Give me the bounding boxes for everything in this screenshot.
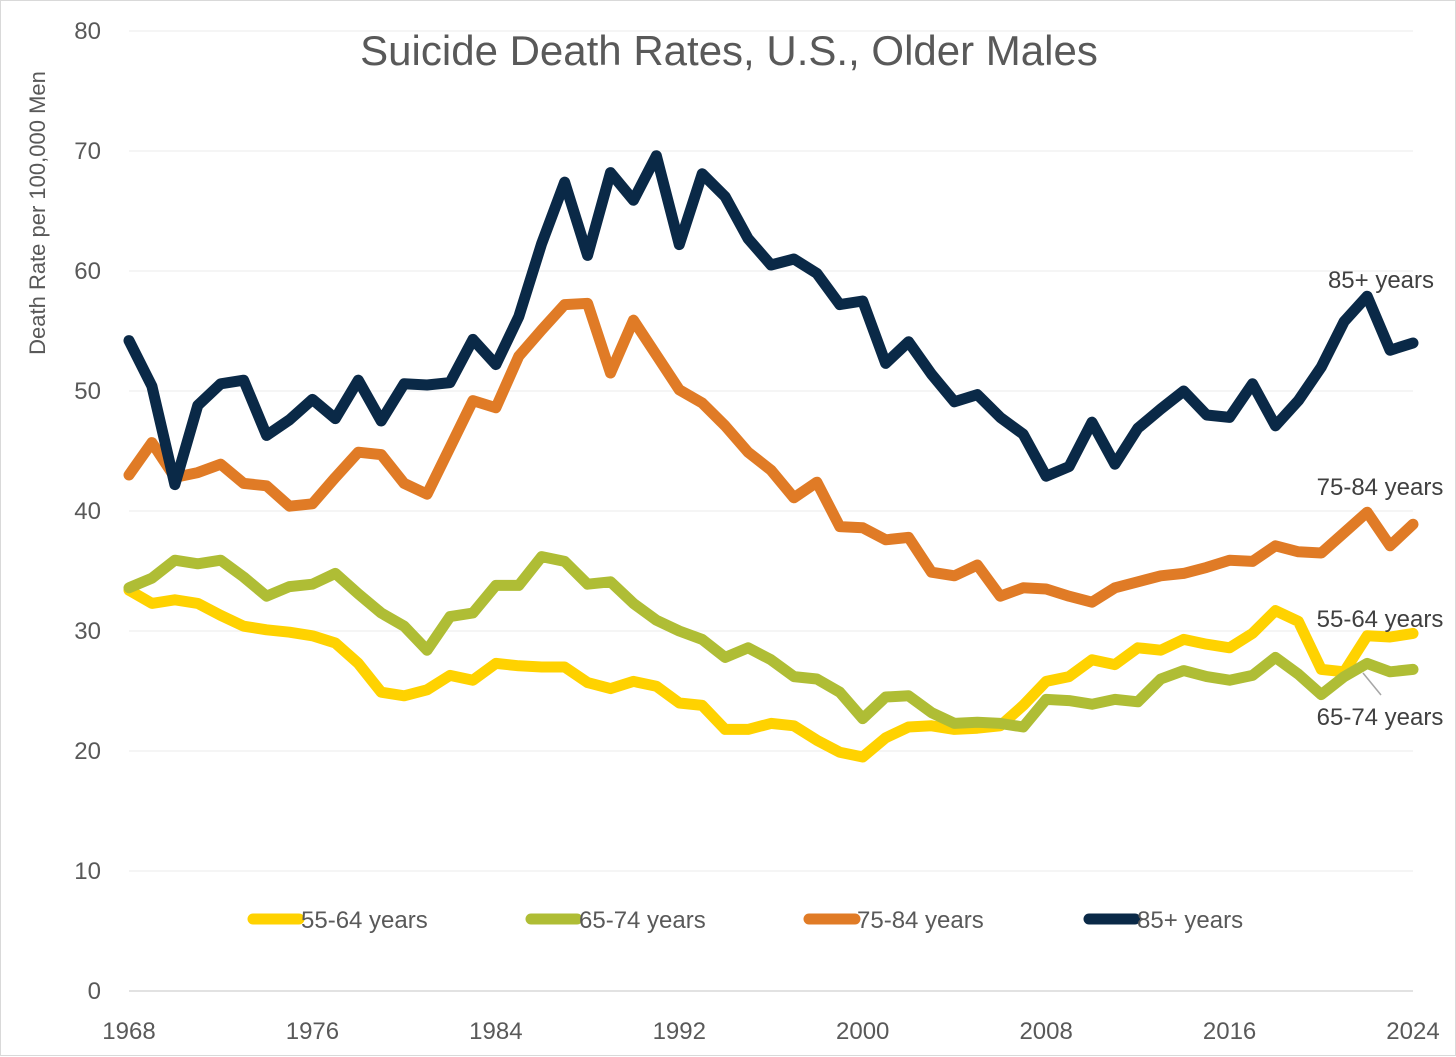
x-tick-label: 2016	[1203, 1018, 1256, 1045]
legend-item: 85+ years	[1083, 907, 1243, 934]
x-tick-label: 1984	[469, 1018, 522, 1045]
legend-item: 55-64 years	[247, 907, 428, 934]
series-line-65-74-years	[123, 551, 1419, 733]
y-tick-label: 50	[74, 378, 101, 405]
chart-title: Suicide Death Rates, U.S., Older Males	[360, 27, 1098, 74]
y-axis-label: Death Rate per 100,000 Men	[25, 71, 50, 355]
legend-item: 75-84 years	[803, 907, 984, 934]
x-tick-label: 1992	[653, 1018, 706, 1045]
x-axis-ticks: 1968 1976 1984 1992 2000 2008 2016 2024	[102, 1018, 1439, 1045]
legend: 55-64 years 65-74 years 75-84 years 85+ yea…	[247, 907, 1243, 934]
x-tick-label: 1976	[286, 1018, 339, 1045]
x-tick-label: 1968	[102, 1018, 155, 1045]
legend-label: 85+ years	[1137, 907, 1243, 934]
y-tick-label: 40	[74, 498, 101, 525]
y-tick-label: 60	[74, 258, 101, 285]
y-tick-label: 70	[74, 138, 101, 165]
label-75-84: 75-84 years	[1317, 474, 1444, 501]
label-85plus: 85+ years	[1328, 267, 1434, 294]
y-tick-label: 80	[74, 18, 101, 45]
x-tick-label: 2000	[836, 1018, 889, 1045]
legend-label: 75-84 years	[857, 907, 984, 934]
x-tick-label: 2008	[1019, 1018, 1072, 1045]
y-tick-label: 20	[74, 738, 101, 765]
x-tick-label: 2024	[1386, 1018, 1439, 1045]
y-tick-label: 10	[74, 858, 101, 885]
65-74-label-leader-line	[1362, 672, 1382, 696]
y-tick-label: 0	[88, 978, 101, 1005]
label-65-74: 65-74 years	[1317, 704, 1444, 731]
label-55-64: 55-64 years	[1317, 606, 1444, 633]
grid-lines	[129, 30, 1413, 872]
series-line-55-64-years	[123, 584, 1419, 763]
legend-label: 55-64 years	[301, 907, 428, 934]
legend-item: 65-74 years	[525, 907, 706, 934]
series-line-85-years	[123, 150, 1419, 491]
y-tick-label: 30	[74, 618, 101, 645]
series-lines	[123, 150, 1419, 763]
series-line-75-84-years	[123, 297, 1419, 608]
y-axis-ticks: 0 10 20 30 40 50 60 70 80	[74, 18, 101, 1005]
legend-label: 65-74 years	[579, 907, 706, 934]
